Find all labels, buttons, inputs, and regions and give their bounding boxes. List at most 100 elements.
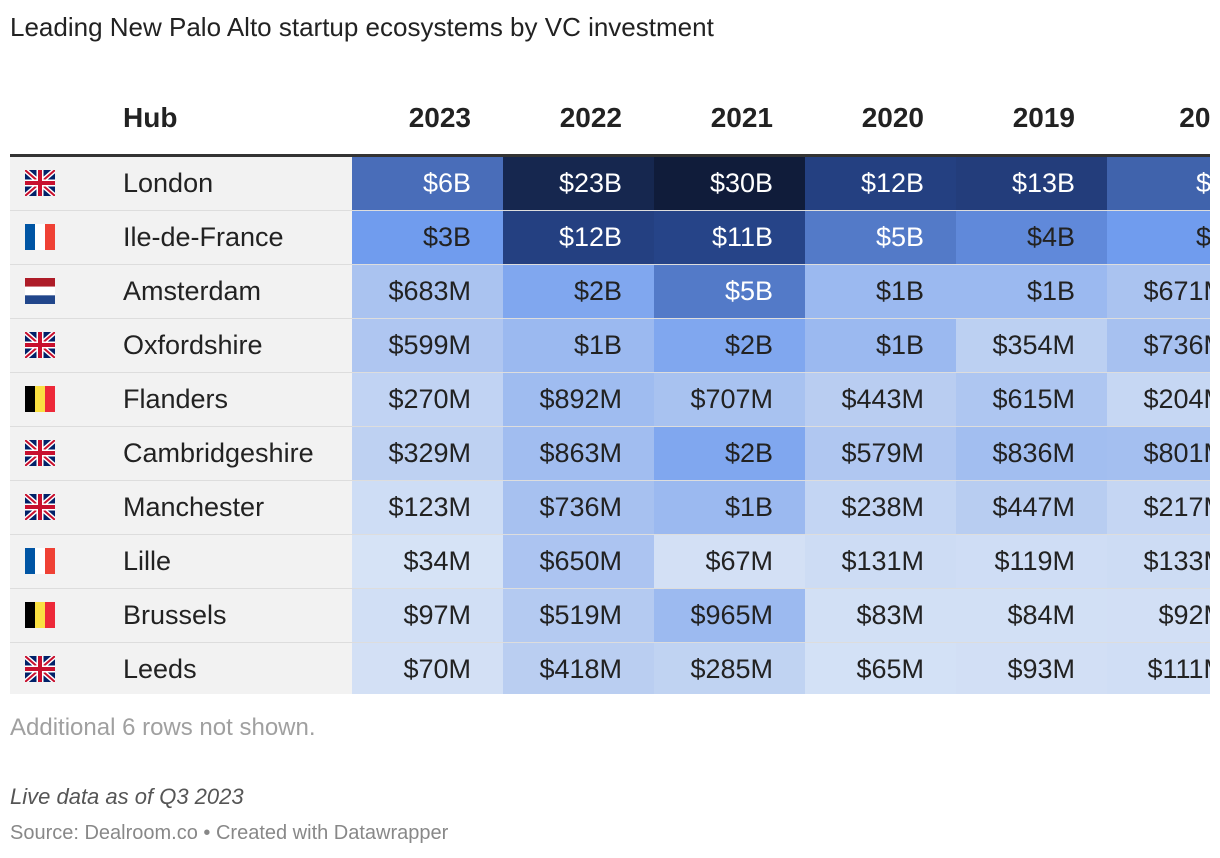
row-label-background	[10, 211, 352, 264]
row-label-background	[10, 373, 352, 426]
hub-name: Oxfordshire	[123, 330, 263, 360]
value-cell: $671M	[1107, 265, 1210, 318]
value-cell: $354M	[956, 319, 1107, 372]
value-cell: $133M	[1107, 535, 1210, 588]
hub-name: Ile-de-France	[123, 222, 284, 252]
value-cell: $70M	[352, 643, 503, 694]
uk-flag-icon	[25, 656, 55, 682]
value-cell: $270M	[352, 373, 503, 426]
uk-flag-icon	[25, 440, 55, 466]
value-cell: $204M	[1107, 373, 1210, 426]
live-data-note: Live data as of Q3 2023	[10, 784, 244, 809]
row-label-background	[10, 157, 352, 210]
value-cell: $3	[1107, 211, 1210, 264]
hub-name: Brussels	[123, 600, 227, 630]
value-cell: $12B	[805, 157, 956, 210]
row-label-background	[10, 319, 352, 372]
table-body: London$6B$23B$30B$12B$13B$7Ile-de-France…	[10, 157, 1210, 694]
column-header-year: 2020	[861, 102, 924, 133]
value-cell: $615M	[956, 373, 1107, 426]
row-label-background	[10, 589, 352, 642]
column-header-year: 2019	[1012, 102, 1075, 133]
belgium-flag-icon	[25, 386, 55, 412]
value-cell: $1B	[805, 265, 956, 318]
hub-name: Amsterdam	[123, 276, 262, 306]
value-cell: $123M	[352, 481, 503, 534]
value-cell: $5B	[654, 265, 805, 318]
value-cell: $23B	[503, 157, 654, 210]
value-cell: $13B	[956, 157, 1107, 210]
table-row: Cambridgeshire $329M $863M $2B $579M $836M $80…	[10, 427, 1210, 481]
value-cell: $93M	[956, 643, 1107, 694]
value-cell: $30B	[654, 157, 805, 210]
value-cell: $447M	[956, 481, 1107, 534]
value-cell: $1B	[956, 265, 1107, 318]
column-header-year: 2023	[408, 102, 471, 133]
source-credit: Source: Dealroom.co • Created with Dataw…	[10, 822, 449, 844]
value-cell: $892M	[503, 373, 654, 426]
table-row: London $6B$23B$30B$12B$13B$7	[10, 157, 1210, 211]
row-label-background	[10, 427, 352, 480]
row-label-background	[10, 481, 352, 534]
table-row: Leeds $70M$418M$285M$65M$93M$111M	[10, 643, 1210, 694]
value-cell: $2B	[503, 265, 654, 318]
column-header-year: 201	[1179, 102, 1210, 133]
value-cell: $4B	[956, 211, 1107, 264]
value-cell: $650M	[503, 535, 654, 588]
value-cell: $329M	[352, 427, 503, 480]
row-label-background	[10, 643, 352, 694]
value-cell: $443M	[805, 373, 956, 426]
value-cell: $1B	[654, 481, 805, 534]
value-cell: $217M	[1107, 481, 1210, 534]
value-cell: $67M	[654, 535, 805, 588]
value-cell: $131M	[805, 535, 956, 588]
value-cell: $119M	[956, 535, 1107, 588]
hub-name: Cambridgeshire	[123, 438, 314, 468]
value-cell: $579M	[805, 427, 956, 480]
row-label-background	[10, 265, 352, 318]
value-cell: $1B	[805, 319, 956, 372]
table-row: Lille $34M$650M$67M$131M$119M$133M	[10, 535, 1210, 589]
value-cell: $34M	[352, 535, 503, 588]
value-cell: $111M	[1107, 643, 1210, 694]
hub-name: London	[123, 168, 214, 198]
column-header-hub: Hub	[123, 102, 178, 133]
chart-title: Leading New Palo Alto startup ecosystems…	[10, 12, 714, 42]
value-cell: $707M	[654, 373, 805, 426]
value-cell: $3B	[352, 211, 503, 264]
table-row: Brussels $97M$519M$965M$83M$84M$92M	[10, 589, 1210, 643]
belgium-flag-icon	[25, 602, 55, 628]
value-cell: $2B	[654, 319, 805, 372]
table-row: Oxfordshire$599M$1B$2B$1B$354M$736M	[10, 319, 1210, 373]
hub-name: Lille	[123, 546, 172, 576]
value-cell: $736M	[1107, 319, 1210, 372]
hub-name: Manchester	[123, 492, 265, 522]
value-cell: $285M	[654, 643, 805, 694]
uk-flag-icon	[25, 170, 55, 196]
value-cell: $92M	[1107, 589, 1210, 642]
value-cell: $11B	[654, 211, 805, 264]
uk-flag-icon	[25, 332, 55, 358]
table-viewport[interactable]: Hub 2023 2022 2021 2020 2019 201 London $6B$23B…	[10, 92, 1210, 694]
value-cell: $965M	[654, 589, 805, 642]
hub-name: Leeds	[123, 654, 197, 684]
uk-flag-icon	[25, 494, 55, 520]
rows-not-shown-note: Additional 6 rows not shown.	[10, 714, 316, 741]
france-flag-icon	[25, 224, 55, 250]
value-cell: $6B	[352, 157, 503, 210]
value-cell: $7	[1107, 157, 1210, 210]
value-cell: $836M	[956, 427, 1107, 480]
value-cell: $97M	[352, 589, 503, 642]
value-cell: $863M	[503, 427, 654, 480]
table-row: Manchester $123M$736M$1B$238M$447M$217M	[10, 481, 1210, 535]
column-header-year: 2021	[710, 102, 773, 133]
table-row: Ile-de-France $3B$12B$11B$5B$4B$3	[10, 211, 1210, 265]
france-flag-icon	[25, 548, 55, 574]
value-cell: $12B	[503, 211, 654, 264]
column-header-year: 2022	[559, 102, 622, 133]
value-cell: $84M	[956, 589, 1107, 642]
value-cell: $65M	[805, 643, 956, 694]
row-label-background	[10, 535, 352, 588]
